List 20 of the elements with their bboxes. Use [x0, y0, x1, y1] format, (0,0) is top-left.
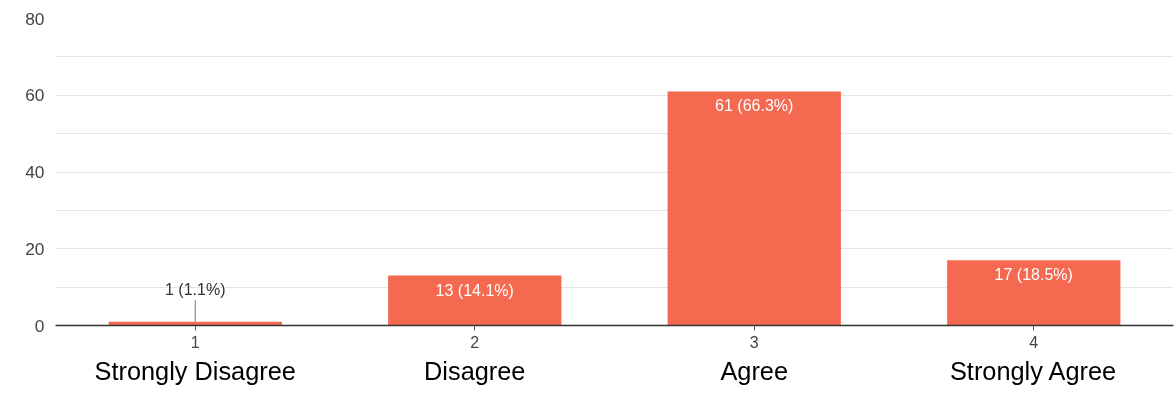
bar: [667, 91, 841, 326]
y-tick-label: 20: [25, 238, 45, 259]
x-tick-label: 4: [1029, 333, 1039, 351]
bar: [947, 260, 1121, 326]
text: Disagree: [424, 356, 526, 385]
text: Strongly Disagree: [94, 356, 296, 385]
x-tick-label: 1: [190, 333, 200, 351]
y-tick-label: 0: [34, 315, 45, 336]
text: Strongly Agree: [949, 356, 1117, 385]
y-tick-label: 60: [25, 85, 45, 106]
x-tick-label: 2: [470, 333, 480, 351]
text: Agree: [720, 356, 789, 385]
data-label: 13 (14.1%): [435, 281, 514, 299]
data-label: 17 (18.5%): [994, 266, 1073, 284]
bar: [388, 275, 562, 326]
y-tick-label: 80: [25, 8, 45, 29]
x-tick-label: 3: [749, 333, 759, 351]
y-tick-label: 40: [25, 162, 45, 182]
data-label: 1 (1.1%): [165, 281, 226, 299]
data-label: 61 (66.3%): [715, 97, 794, 115]
